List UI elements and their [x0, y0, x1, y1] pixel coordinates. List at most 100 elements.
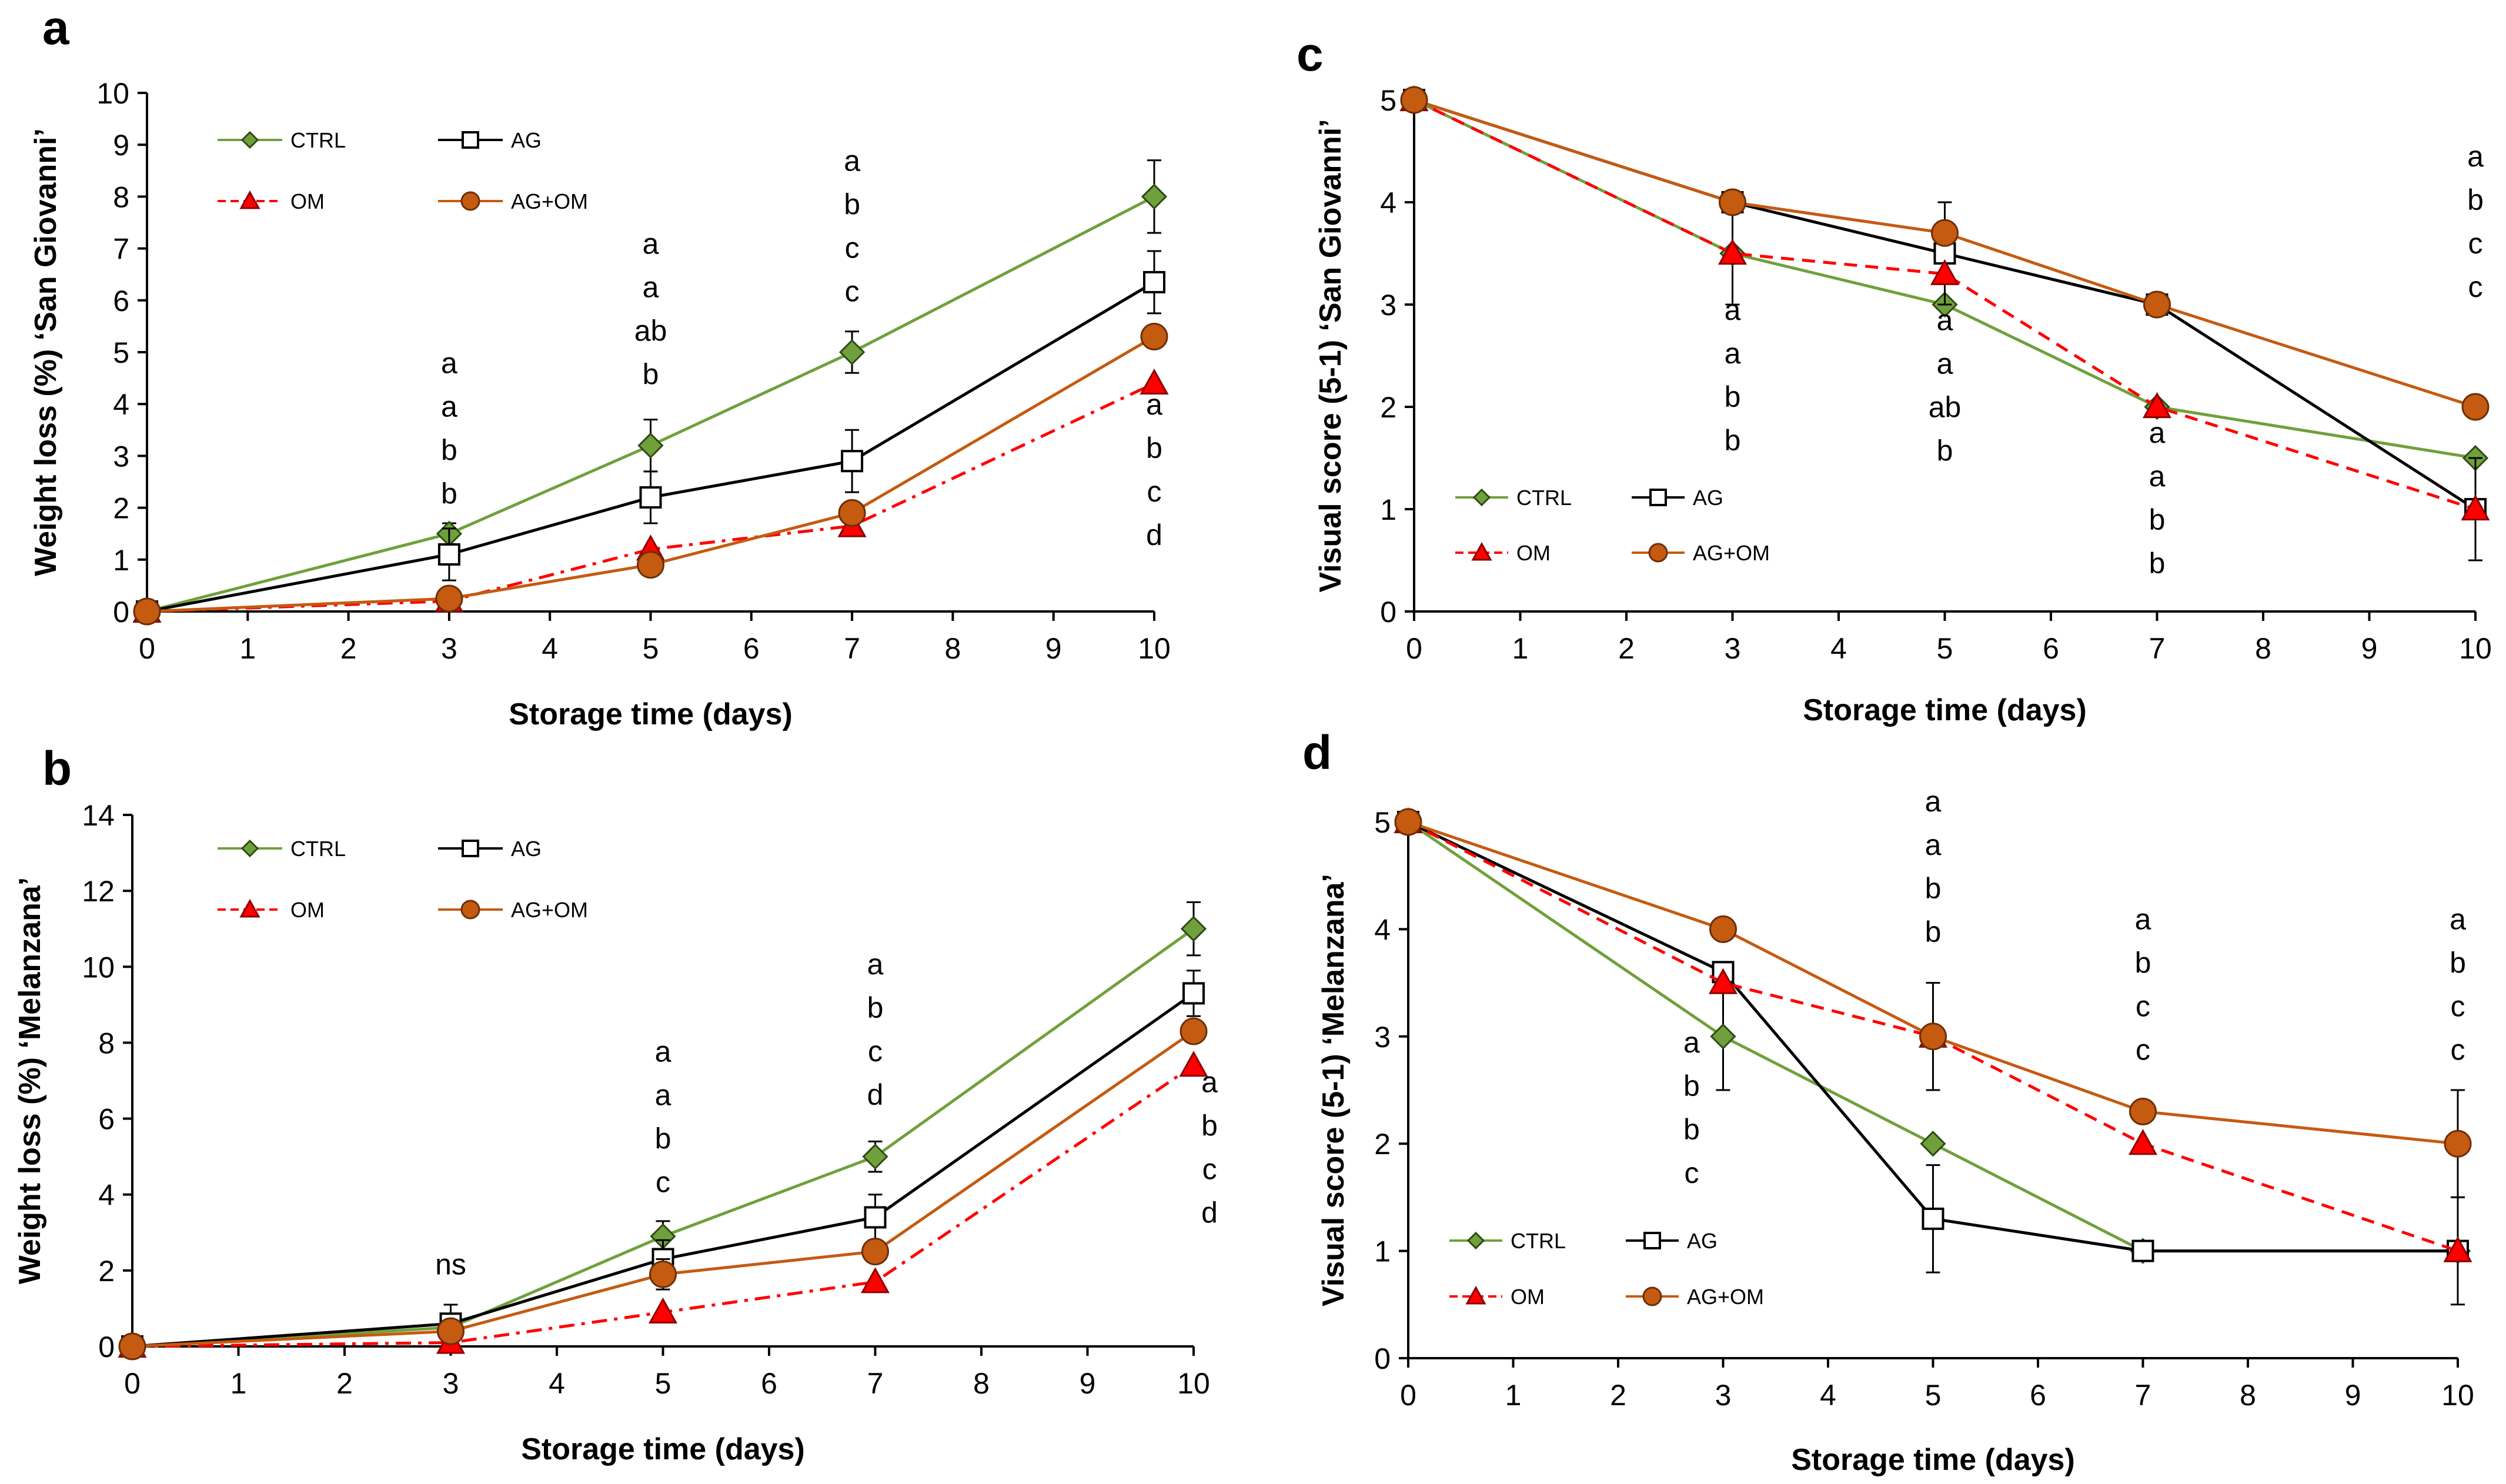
legend-item: OM [1449, 1285, 1545, 1309]
significance-letter: ns [435, 1248, 466, 1281]
significance-letter: b [2450, 946, 2466, 979]
legend-marker [1649, 489, 1667, 506]
legend-item: AG+OM [1626, 1285, 1764, 1309]
data-point [1930, 259, 1960, 285]
legend-marker [1643, 1232, 1661, 1249]
panel-d: d 0 1 2 3 4 5 6 7 8 9 10 0 1 2 3 4 5 Storage time (days) Vi… [1302, 726, 2474, 1477]
significance-letter: b [2149, 503, 2166, 536]
data-point [2443, 1236, 2472, 1262]
legend-marker [460, 900, 480, 920]
data-point [1143, 270, 1165, 293]
panel-c: c 0 1 2 3 4 5 6 7 8 9 10 0 1 2 3 4 5 Storage time (days) Vi… [1297, 28, 2492, 727]
legend-marker [1648, 543, 1668, 563]
x-tick-label: 1 [239, 632, 256, 665]
y-tick-label: 6 [113, 285, 129, 317]
data-point [861, 1238, 889, 1266]
x-tick-label: 6 [2043, 632, 2059, 665]
significance-letter: a [2149, 416, 2166, 449]
data-point [864, 1206, 887, 1229]
x-tick-label: 10 [2459, 632, 2492, 665]
significance-letter: a [1146, 388, 1162, 421]
data-point [2131, 1239, 2154, 1262]
significance-letter: a [1725, 293, 1741, 326]
legend-label: CTRL [290, 837, 346, 861]
legend-label: AG [1687, 1229, 1718, 1253]
series-line [1407, 820, 2458, 1252]
significance-letter: a [441, 390, 457, 423]
significance-letter: c [2136, 1033, 2150, 1066]
legend-item: AG+OM [438, 189, 588, 213]
significance-letter: c [2451, 990, 2465, 1022]
data-point [1179, 1051, 1208, 1077]
y-tick-label: 4 [113, 388, 129, 421]
significance-letter: b [441, 477, 457, 510]
panel-letter: a [42, 1, 70, 55]
series-ag-om [133, 323, 1168, 626]
legend-item: OM [1455, 541, 1551, 565]
x-tick-label: 5 [1925, 1379, 1942, 1412]
x-tick-label: 5 [643, 632, 659, 665]
significance-letter: c [1147, 475, 1162, 508]
legend-item: CTRL [1455, 486, 1572, 510]
data-point [637, 432, 664, 459]
x-tick-label: 5 [1937, 632, 1953, 665]
y-tick-label: 8 [113, 181, 129, 213]
data-point [2142, 392, 2172, 419]
significance-letter: b [1937, 434, 1953, 467]
data-point [1180, 1017, 1208, 1045]
x-tick-label: 7 [2149, 632, 2166, 665]
legend-label: AG+OM [511, 898, 588, 922]
data-point [1710, 1023, 1736, 1050]
data-point [649, 1260, 677, 1288]
y-tick-label: 12 [82, 875, 115, 908]
x-tick-label: 2 [340, 632, 357, 665]
y-tick-label: 1 [1374, 1235, 1391, 1268]
y-tick-label: 4 [1374, 913, 1391, 946]
y-tick-label: 4 [98, 1179, 115, 1212]
y-tick-label: 0 [98, 1331, 115, 1363]
significance-letter: b [1201, 1109, 1218, 1142]
data-point [1718, 238, 1747, 265]
x-tick-label: 7 [844, 632, 860, 665]
legend-label: OM [290, 898, 325, 922]
legend-item: CTRL [218, 837, 346, 861]
x-tick-label: 1 [1512, 632, 1529, 665]
data-point [1708, 968, 1738, 994]
data-point [2461, 494, 2490, 521]
x-tick-label: 4 [542, 632, 558, 665]
significance-letter: b [2149, 547, 2166, 580]
x-tick-label: 0 [124, 1367, 141, 1400]
data-point [838, 339, 866, 366]
data-point [1140, 368, 1169, 395]
y-axis-title: Weight loss (%) ‘Melanzana’ [13, 877, 47, 1284]
data-point [862, 1144, 888, 1170]
significance-letter: c [2451, 1033, 2465, 1066]
x-tick-label: 0 [1406, 632, 1422, 665]
significance-letter: c [1684, 1157, 1699, 1189]
legend-marker [239, 190, 260, 209]
significance-letter: b [1683, 1069, 1700, 1102]
legend-marker [240, 131, 259, 149]
panel-a: a 0 1 2 3 4 5 6 7 8 9 10 0 1 2 3 4 5 6 7 8 9 10 Storage time (d… [29, 1, 1171, 731]
significance-letter: d [1201, 1196, 1218, 1229]
series-ag-om [1400, 86, 2490, 421]
significance-letter: c [845, 231, 860, 264]
y-tick-label: 9 [113, 129, 129, 162]
x-tick-label: 8 [944, 632, 961, 665]
x-tick-label: 3 [443, 1367, 459, 1400]
legend-label: AG [511, 128, 542, 152]
x-tick-label: 3 [441, 632, 457, 665]
y-tick-label: 3 [1380, 289, 1396, 322]
y-tick-label: 1 [113, 544, 129, 577]
x-axis-title: Storage time (days) [1803, 693, 2087, 727]
significance-letter: a [655, 1079, 671, 1112]
data-point [2143, 290, 2171, 319]
significance-letter: a [643, 227, 659, 260]
legend-item: OM [218, 189, 325, 213]
x-tick-label: 0 [139, 632, 155, 665]
